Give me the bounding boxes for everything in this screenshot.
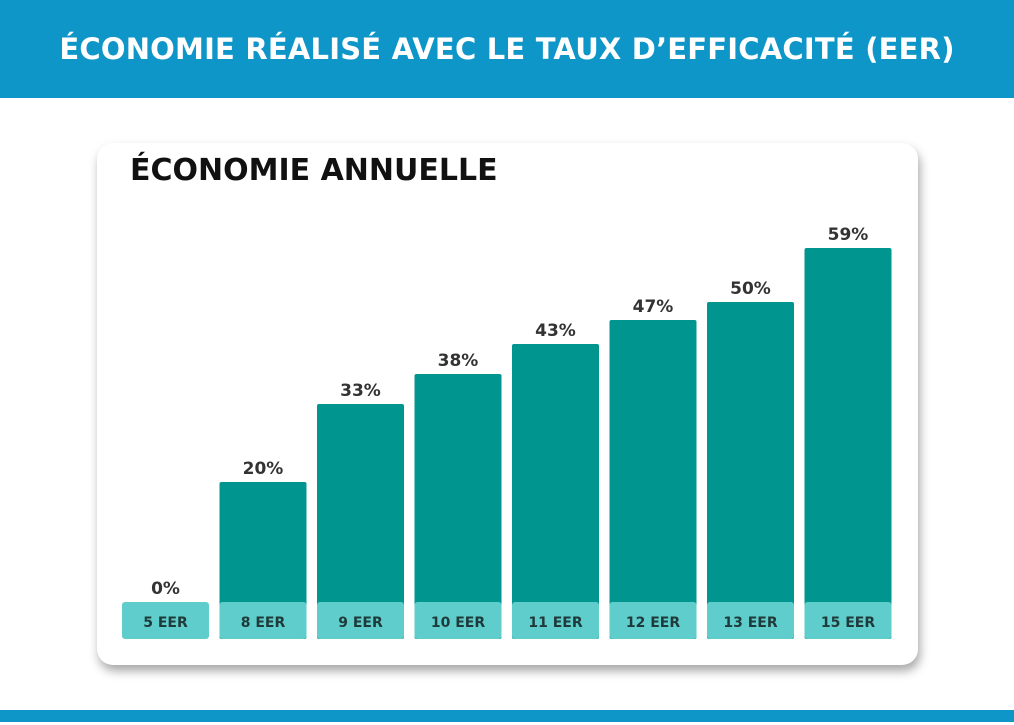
- bar: [707, 302, 794, 639]
- category-box: [219, 602, 307, 639]
- data-label: 50%: [730, 279, 771, 299]
- x-tick-label: 15 EER: [821, 615, 875, 631]
- data-label: 38%: [438, 351, 479, 371]
- category-box: [609, 602, 697, 639]
- x-tick-label: 12 EER: [626, 615, 680, 631]
- category-box: [122, 602, 209, 639]
- footer-divider: [0, 710, 1014, 722]
- x-tick-label: 10 EER: [431, 615, 485, 631]
- category-box: [804, 602, 892, 639]
- bar: [512, 344, 599, 639]
- header-banner: ÉCONOMIE RÉALISÉ AVEC LE TAUX D’EFFICACI…: [0, 0, 1014, 98]
- data-label: 0%: [151, 579, 180, 599]
- bar: [609, 320, 697, 639]
- x-tick-label: 11 EER: [528, 615, 582, 631]
- page-title: ÉCONOMIE RÉALISÉ AVEC LE TAUX D’EFFICACI…: [59, 32, 955, 66]
- x-tick-label: 5 EER: [143, 615, 188, 631]
- data-label: 20%: [243, 459, 284, 479]
- data-label: 43%: [535, 321, 576, 341]
- x-tick-label: 9 EER: [338, 615, 383, 631]
- x-tick-label: 13 EER: [723, 615, 777, 631]
- bar: [414, 374, 502, 639]
- data-label: 33%: [340, 381, 381, 401]
- category-box: [414, 602, 502, 639]
- category-box: [317, 602, 404, 639]
- chart-title: ÉCONOMIE ANNUELLE: [130, 153, 498, 188]
- category-box: [512, 602, 599, 639]
- data-label: 47%: [633, 297, 674, 317]
- category-box: [707, 602, 794, 639]
- bar: [219, 482, 307, 639]
- bar: [317, 404, 404, 639]
- x-tick-label: 8 EER: [241, 615, 286, 631]
- data-label: 59%: [828, 225, 869, 245]
- bar: [804, 248, 892, 639]
